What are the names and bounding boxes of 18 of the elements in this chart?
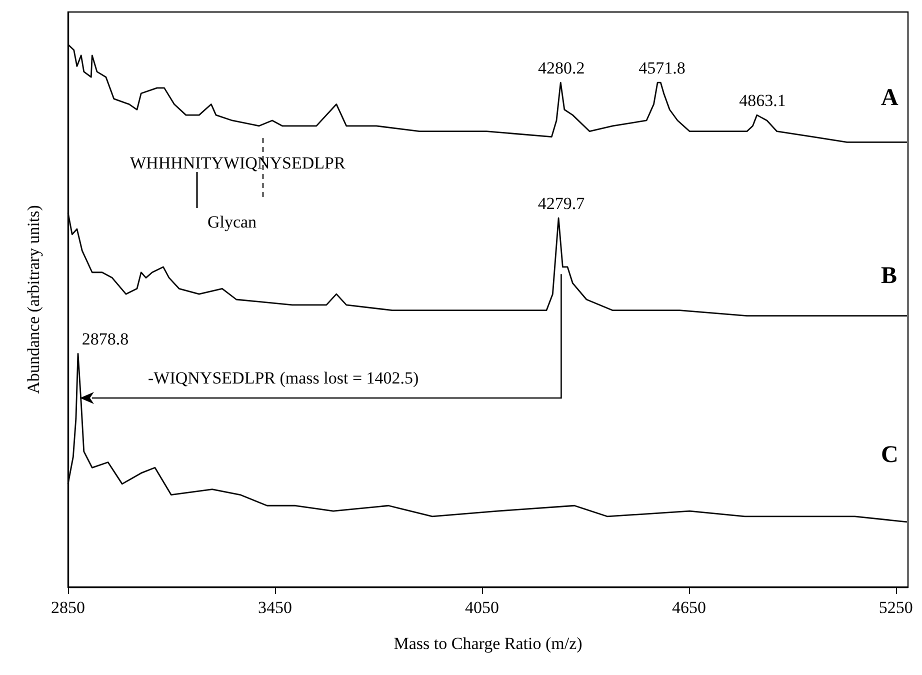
annotation: 4280.2 — [538, 58, 585, 78]
x-tick-label: 3450 — [258, 598, 292, 617]
x-axis-title: Mass to Charge Ratio (m/z) — [394, 634, 582, 653]
x-tick-label: 5250 — [878, 598, 913, 617]
annotation: 4863.1 — [739, 91, 786, 110]
annotation: 2878.8 — [82, 330, 129, 349]
annotation: 4571.8 — [638, 58, 686, 78]
y-axis-title: Abundance (arbitrary units) — [24, 205, 43, 394]
text: C — [880, 442, 898, 468]
annotation: 4279.7 — [538, 194, 586, 214]
annotation: WHHHNITYWIQNYSEDLPR — [130, 154, 346, 172]
annotation: -WIQNYSEDLPR (mass lost = 1402.5) — [148, 368, 419, 388]
x-tick-label: 4050 — [464, 598, 499, 617]
annotation: Glycan — [207, 212, 258, 232]
x-tick-label: 2850 — [51, 598, 85, 617]
x-tick-label: 4650 — [672, 598, 706, 617]
series-label: B — [880, 262, 897, 289]
series-label: A — [880, 85, 899, 112]
